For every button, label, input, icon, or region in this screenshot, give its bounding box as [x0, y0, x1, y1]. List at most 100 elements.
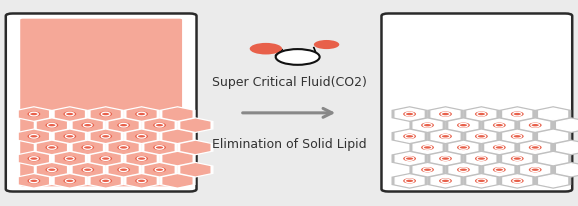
Ellipse shape [28, 156, 40, 162]
Polygon shape [410, 118, 445, 133]
Ellipse shape [81, 145, 94, 150]
Ellipse shape [529, 123, 542, 128]
Polygon shape [106, 140, 141, 155]
Polygon shape [554, 163, 578, 177]
Polygon shape [163, 109, 192, 120]
Polygon shape [428, 152, 463, 166]
Polygon shape [91, 175, 120, 187]
Polygon shape [539, 131, 568, 143]
Polygon shape [55, 175, 84, 187]
Polygon shape [485, 164, 514, 176]
Polygon shape [142, 118, 177, 133]
Polygon shape [557, 164, 578, 176]
Ellipse shape [403, 178, 416, 184]
Polygon shape [17, 174, 51, 188]
Ellipse shape [64, 178, 76, 184]
Polygon shape [446, 118, 481, 133]
Ellipse shape [135, 178, 148, 184]
Polygon shape [446, 163, 481, 177]
Polygon shape [413, 164, 442, 176]
Polygon shape [431, 109, 460, 120]
Polygon shape [73, 142, 102, 154]
Polygon shape [88, 174, 123, 188]
Ellipse shape [28, 134, 40, 139]
Polygon shape [521, 164, 550, 176]
Polygon shape [431, 131, 460, 143]
Polygon shape [127, 153, 156, 165]
Polygon shape [464, 130, 499, 144]
Polygon shape [395, 109, 424, 120]
Polygon shape [503, 175, 532, 187]
Ellipse shape [439, 178, 452, 184]
Ellipse shape [475, 178, 488, 184]
Polygon shape [464, 107, 499, 122]
Polygon shape [20, 153, 48, 165]
Polygon shape [55, 131, 84, 143]
Ellipse shape [439, 112, 452, 117]
Polygon shape [35, 163, 69, 177]
Polygon shape [467, 131, 496, 143]
Ellipse shape [117, 167, 130, 173]
Ellipse shape [511, 156, 524, 162]
Ellipse shape [493, 145, 506, 150]
Polygon shape [395, 131, 424, 143]
Ellipse shape [475, 134, 488, 139]
Polygon shape [503, 109, 532, 120]
Polygon shape [521, 120, 550, 131]
Polygon shape [178, 140, 213, 155]
Ellipse shape [117, 145, 130, 150]
Polygon shape [163, 175, 192, 187]
Ellipse shape [64, 112, 76, 117]
Polygon shape [392, 152, 427, 166]
Polygon shape [17, 107, 51, 122]
Polygon shape [500, 174, 535, 188]
Polygon shape [518, 163, 553, 177]
Polygon shape [395, 175, 424, 187]
Polygon shape [71, 118, 105, 133]
Ellipse shape [99, 156, 112, 162]
Polygon shape [106, 118, 141, 133]
Polygon shape [109, 142, 138, 154]
Circle shape [250, 44, 282, 55]
Polygon shape [109, 164, 138, 176]
Polygon shape [38, 142, 66, 154]
Polygon shape [518, 118, 553, 133]
Polygon shape [71, 163, 105, 177]
Polygon shape [392, 174, 427, 188]
FancyBboxPatch shape [20, 20, 182, 186]
Ellipse shape [511, 112, 524, 117]
Polygon shape [536, 130, 570, 144]
Polygon shape [91, 109, 120, 120]
Text: Elimination of Solid Lipid: Elimination of Solid Lipid [212, 138, 366, 151]
Ellipse shape [529, 145, 542, 150]
Ellipse shape [493, 123, 506, 128]
Polygon shape [413, 120, 442, 131]
Ellipse shape [457, 167, 470, 173]
Ellipse shape [64, 156, 76, 162]
Polygon shape [485, 120, 514, 131]
Ellipse shape [529, 167, 542, 173]
Polygon shape [539, 153, 568, 165]
Ellipse shape [81, 123, 94, 128]
Ellipse shape [28, 112, 40, 117]
Polygon shape [17, 130, 51, 144]
Ellipse shape [117, 123, 130, 128]
FancyBboxPatch shape [381, 14, 572, 192]
Polygon shape [145, 142, 174, 154]
Polygon shape [124, 152, 159, 166]
Polygon shape [160, 152, 195, 166]
Polygon shape [392, 130, 427, 144]
Polygon shape [71, 140, 105, 155]
Polygon shape [38, 164, 66, 176]
Polygon shape [410, 140, 445, 155]
Polygon shape [395, 153, 424, 165]
Ellipse shape [99, 112, 112, 117]
Ellipse shape [421, 145, 434, 150]
Polygon shape [482, 163, 517, 177]
Polygon shape [145, 164, 174, 176]
Polygon shape [53, 130, 87, 144]
Ellipse shape [99, 134, 112, 139]
Polygon shape [17, 152, 51, 166]
Polygon shape [55, 109, 84, 120]
Ellipse shape [457, 145, 470, 150]
